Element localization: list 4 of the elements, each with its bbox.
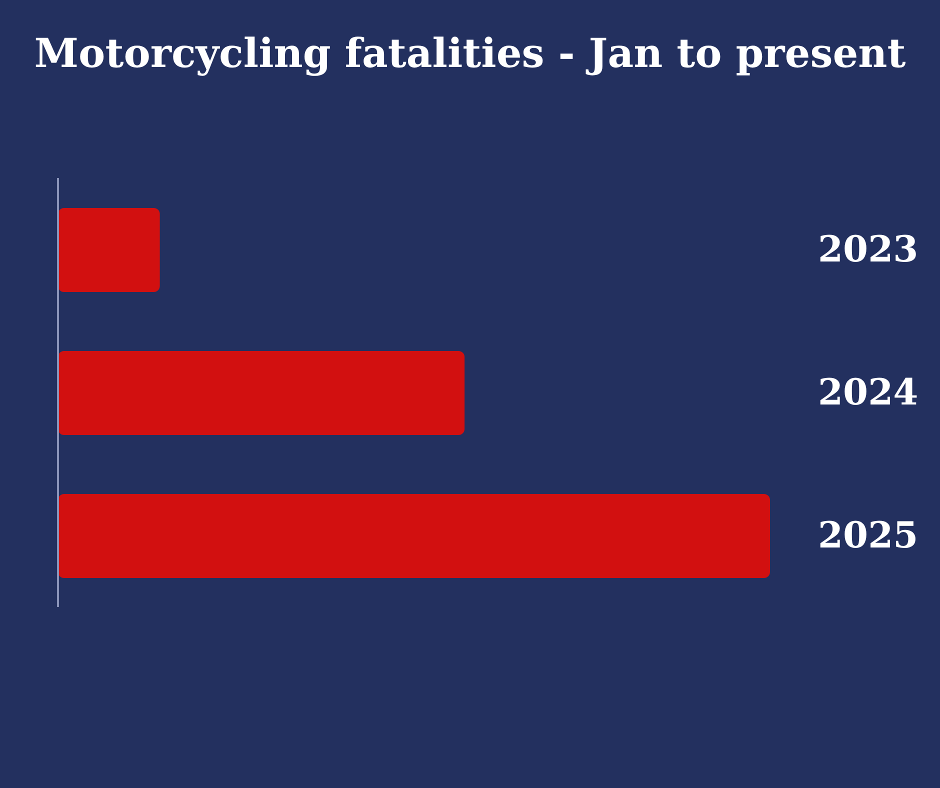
y-tick-label: 2023 <box>818 228 918 270</box>
y-tick-label: 2024 <box>818 372 918 414</box>
y-tick-label: 2025 <box>818 514 918 556</box>
chart-title: Motorcycling fatalities - Jan to present <box>33 30 907 77</box>
